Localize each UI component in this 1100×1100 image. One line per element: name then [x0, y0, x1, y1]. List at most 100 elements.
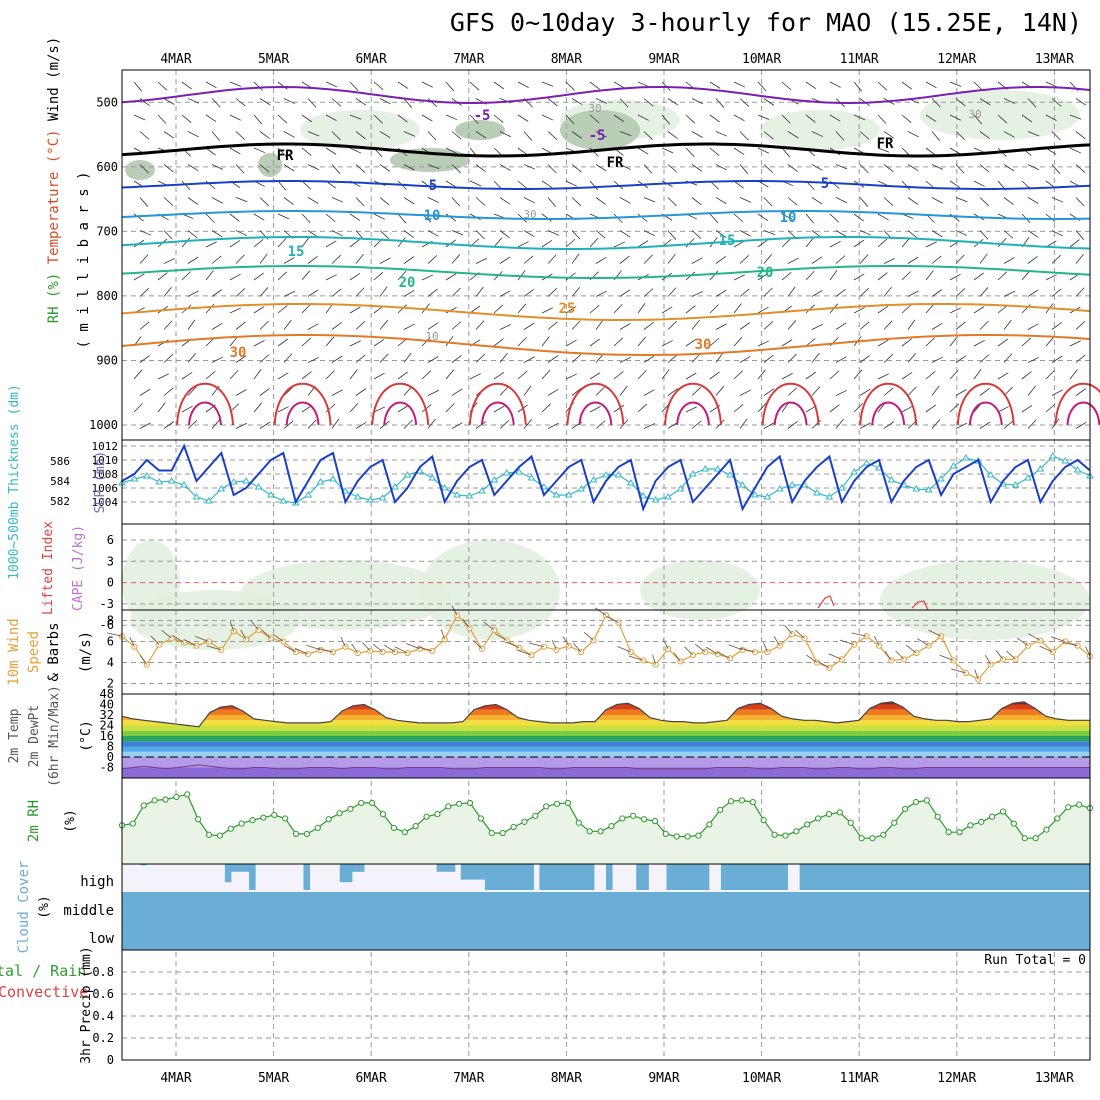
wind-barb	[1051, 389, 1063, 396]
wind-barb	[1003, 131, 1015, 138]
cloud-bar-high	[545, 864, 553, 890]
data-point	[664, 493, 672, 500]
cloud-bar-high	[799, 864, 807, 890]
wind-barb	[571, 253, 580, 264]
temp-ylabel-4: (°C)	[79, 720, 94, 751]
wind-barb	[883, 320, 893, 330]
data-point	[217, 485, 226, 492]
wind-barb	[379, 286, 388, 297]
cloud-bar-high	[491, 864, 498, 890]
wind-barb	[187, 386, 197, 396]
wind-barb	[283, 353, 293, 363]
date-label-bottom: 5MAR	[258, 1071, 289, 1086]
wind-barb	[739, 255, 750, 264]
wind-barb	[229, 81, 242, 87]
data-point	[923, 797, 930, 804]
cloud-bar-high	[642, 864, 649, 890]
wind-barb	[1017, 637, 1029, 647]
wind-barb	[205, 270, 214, 281]
wind-barb	[163, 230, 173, 240]
wind-barb	[955, 230, 968, 236]
cloud-bar-high	[472, 864, 480, 880]
wind-barb	[949, 307, 962, 314]
wind-barb	[973, 369, 982, 380]
wind-barb	[859, 355, 870, 363]
wind-barb	[229, 240, 241, 248]
rh-shade-dark	[125, 160, 155, 180]
wind-barb	[955, 422, 967, 429]
wind-barb	[523, 385, 532, 396]
wind-barb	[685, 338, 697, 347]
wind-barb	[240, 629, 247, 640]
wind-barb	[523, 322, 535, 330]
data-point	[850, 468, 859, 475]
wind-barb	[301, 270, 311, 281]
wind-barb	[763, 164, 774, 173]
data-point	[726, 471, 734, 478]
temperature-contour	[468, 382, 527, 426]
wind-barb	[1069, 369, 1078, 380]
cloud-bar-high	[975, 864, 982, 890]
data-point	[192, 493, 201, 500]
wind-barb	[667, 354, 678, 363]
data-point	[956, 829, 963, 836]
wind-barb	[163, 164, 174, 173]
wind-barb	[661, 147, 674, 154]
wind-barb	[451, 230, 464, 236]
cloud-bar-high	[751, 864, 758, 890]
wind-barb	[355, 197, 365, 207]
data-point	[847, 819, 854, 826]
wind-barb	[283, 290, 295, 297]
wind-barb	[349, 306, 361, 314]
wind-barb	[499, 197, 511, 205]
data-point	[651, 817, 659, 825]
temp-band	[122, 767, 1090, 778]
cloud-bar-high	[1053, 864, 1061, 890]
data-point	[304, 491, 313, 498]
wind-barb	[139, 254, 149, 264]
wind-barb	[565, 238, 576, 248]
wind-barb	[667, 230, 677, 240]
wind-barb	[739, 418, 748, 429]
wind-barb	[925, 81, 937, 89]
wind-barb	[1051, 355, 1063, 363]
wind-barb	[589, 372, 601, 380]
wind-barb	[1051, 254, 1061, 264]
wind-barb	[589, 237, 599, 248]
wind-barb	[733, 147, 745, 155]
data-point	[1054, 815, 1061, 822]
data-point	[499, 829, 506, 837]
wind-barb	[349, 402, 359, 413]
wind-barb	[547, 254, 557, 264]
wind-barb	[637, 370, 647, 380]
wind-barb	[211, 356, 223, 363]
cloud-bar-high	[1011, 864, 1018, 890]
wind-barb	[523, 164, 536, 170]
y-tick-label: 16	[100, 729, 114, 743]
wind-barb	[617, 646, 631, 653]
wind-barb	[307, 255, 318, 264]
wind-barb	[853, 273, 865, 281]
wind-barb	[949, 336, 958, 347]
wind-barb	[573, 642, 582, 653]
data-point	[490, 476, 499, 483]
lifted-index-line	[911, 600, 929, 611]
wind-barb	[979, 230, 989, 240]
wind-barb	[229, 307, 242, 314]
wind-barb	[403, 289, 415, 297]
data-point	[836, 809, 843, 816]
wind-barb	[373, 271, 384, 281]
wind-barb	[157, 272, 168, 281]
cloud-bar-high	[993, 864, 1000, 890]
data-point	[142, 472, 151, 479]
wind-barb	[541, 403, 551, 413]
wind-ylabel-1: 10m Wind	[6, 618, 22, 685]
data-point	[937, 475, 945, 482]
wind-barb	[859, 131, 870, 140]
wind-barb	[691, 197, 702, 206]
wind-barb	[613, 114, 625, 123]
wind-barb	[931, 230, 943, 238]
data-point	[564, 491, 573, 498]
wind-barb	[931, 385, 940, 396]
rh-shade	[920, 90, 1080, 140]
